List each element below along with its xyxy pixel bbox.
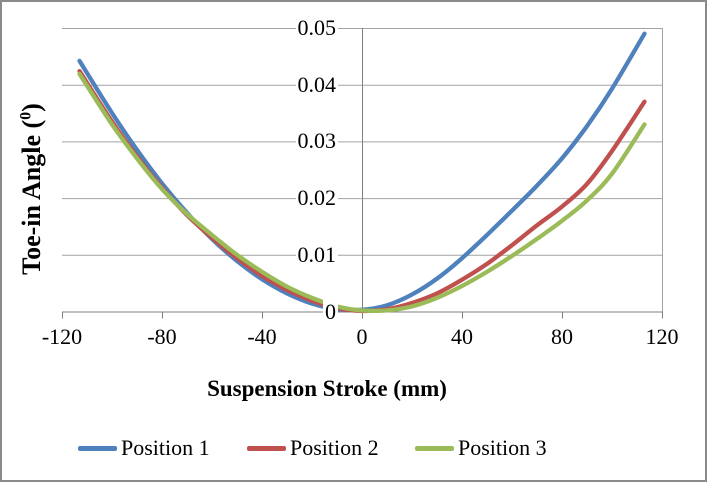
legend-label: Position 1 [121, 435, 210, 460]
x-tick-label: -80 [147, 324, 177, 349]
x-tick-label: -40 [247, 324, 277, 349]
y-tick-label: 0.01 [295, 241, 338, 268]
legend-label: Position 3 [458, 435, 547, 460]
y-axis-title-text: Toe-in Angle ( [17, 119, 46, 275]
series-line-3 [77, 71, 647, 313]
x-tick-label: -120 [41, 324, 83, 349]
legend-item-2: Position 2 [247, 435, 379, 461]
legend-item-1: Position 1 [78, 435, 210, 461]
y-tick-label: 0 [323, 298, 338, 325]
y-tick-label: 0.05 [295, 15, 338, 41]
x-axis-title: Suspension Stroke (mm) [207, 376, 447, 401]
legend-line-swatch [415, 445, 454, 451]
x-tick-label: 80 [551, 324, 573, 349]
y-axis-tick-labels: 0 0.01 0.02 0.03 0.04 0.05 [246, 2, 338, 342]
y-axis-title: Toe-in Angle (0) [17, 39, 47, 339]
x-tick-label: 120 [645, 324, 679, 349]
x-tick-label: 0 [356, 324, 368, 349]
x-tick-label: 40 [451, 324, 473, 349]
y-axis-title-superscript: 0 [17, 111, 35, 120]
y-tick-label: 0.02 [295, 185, 338, 212]
y-axis-title-suffix: ) [17, 103, 46, 112]
y-tick-label: 0.03 [295, 128, 338, 155]
legend-line-swatch [247, 445, 286, 451]
legend-line-swatch [78, 445, 117, 451]
y-tick-label: 0.04 [295, 71, 338, 98]
legend-label: Position 2 [290, 435, 379, 460]
legend-item-3: Position 3 [415, 435, 547, 461]
